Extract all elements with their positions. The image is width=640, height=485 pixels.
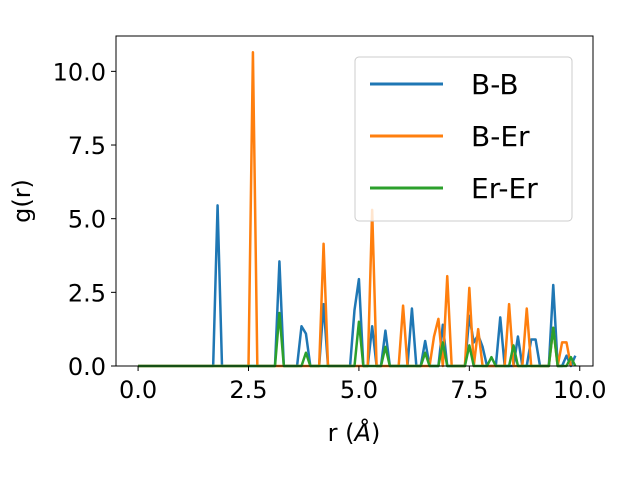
- y-tick-label: 10.0: [53, 58, 106, 86]
- x-tick-label: 5.0: [340, 376, 378, 404]
- legend-label-b-er: B-Er: [471, 120, 530, 153]
- legend-label-b-b: B-B: [471, 68, 519, 101]
- y-tick-label: 2.5: [68, 279, 106, 307]
- x-axis-label-close: ): [371, 419, 380, 447]
- legend-label-er-er: Er-Er: [471, 172, 538, 205]
- y-tick-label: 0.0: [68, 353, 106, 381]
- x-tick-label: 7.5: [450, 376, 488, 404]
- y-tick-label: 7.5: [68, 132, 106, 160]
- x-axis-label-unit: Å: [353, 418, 371, 447]
- legend: B-B B-Er Er-Er: [354, 56, 573, 222]
- x-axis-label: r (Å): [328, 418, 381, 447]
- y-tick-label: 5.0: [68, 206, 106, 234]
- x-tick-label: 10.0: [553, 376, 606, 404]
- legend-box: [354, 56, 573, 222]
- x-tick-label: 0.0: [119, 376, 157, 404]
- plot-frame: [115, 35, 594, 367]
- x-tick-label: 2.5: [229, 376, 267, 404]
- y-axis-label: g(r): [8, 179, 36, 223]
- x-axis-label-text: r (: [328, 419, 355, 447]
